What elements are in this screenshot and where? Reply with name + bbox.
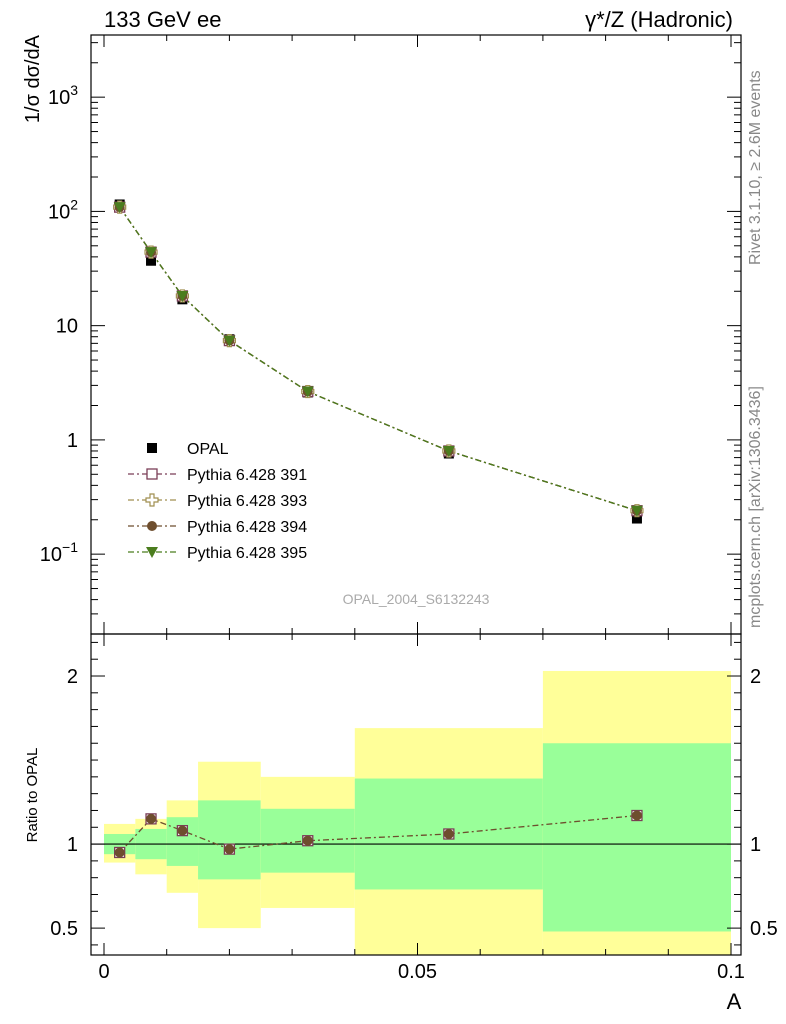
x-tick-label: 0 — [98, 961, 109, 983]
rivet-version-label: Rivet 3.1.10, ≥ 2.6M events — [747, 70, 764, 265]
chart-title-right: γ*/Z (Hadronic) — [585, 7, 733, 32]
ratio-band-green-2 — [166, 817, 199, 866]
main-series-line-2 — [119, 206, 638, 512]
main-point-s4-6 — [630, 505, 643, 517]
legend-label-0: OPAL — [187, 441, 229, 458]
ratio-y-tick-label-left: 2 — [67, 666, 78, 688]
main-point-s4-5 — [442, 445, 455, 457]
ratio-point-circle-3 — [224, 844, 235, 855]
main-y-tick-label: 102 — [48, 196, 78, 223]
ratio-point-circle-1 — [146, 813, 157, 824]
ratio-point-circle-6 — [631, 810, 642, 821]
mcplots-reference-label: mcplots.cern.ch [arXiv:1306.3436] — [747, 386, 764, 628]
main-y-tick-label: 103 — [48, 82, 78, 109]
ratio-panel: 0 0.05 0.10.5 0.51 12 2 — [50, 633, 778, 983]
ratio-y-tick-label-right: 2 — [750, 666, 761, 688]
legend-label-2: Pythia 6.428 393 — [187, 493, 307, 510]
legend-marker-2 — [145, 493, 159, 507]
ratio-band-green-3 — [198, 800, 261, 880]
x-tick-label: 0.1 — [717, 961, 745, 983]
chart-title-left: 133 GeV ee — [104, 7, 221, 32]
ratio-y-tick-label-left: 0.5 — [50, 918, 78, 940]
main-series-line-4 — [119, 206, 638, 512]
x-tick-label: 0.05 — [398, 961, 437, 983]
ratio-uncertainty-bands — [104, 670, 731, 955]
legend: OPAL Pythia 6.428 391 Pythia 6.428 393 Pyth… — [128, 441, 307, 562]
main-series-line-3 — [119, 206, 638, 512]
ratio-point-circle-2 — [177, 825, 188, 836]
main-point-s4-3 — [223, 335, 236, 347]
analysis-watermark: OPAL_2004_S6132243 — [343, 591, 490, 607]
ratio-y-tick-label-left: 1 — [67, 834, 78, 856]
ratio-y-tick-label-right: 0.5 — [750, 918, 778, 940]
main-point-s0-1 — [146, 255, 157, 266]
ratio-band-green-6 — [542, 743, 731, 932]
main-y-tick-label: 10−1 — [40, 539, 78, 566]
ratio-y-tick-label-right: 1 — [750, 834, 761, 856]
main-y-tick-label: 1 — [67, 430, 78, 452]
ratio-plot-frame — [90, 633, 742, 956]
ratio-point-circle-4 — [302, 835, 313, 846]
legend-marker-1 — [146, 468, 158, 480]
legend-marker-0 — [147, 443, 157, 453]
legend-marker-3 — [147, 521, 157, 531]
ratio-point-circle-0 — [114, 847, 125, 858]
main-panel: 1 10 102 103 10−1 — [40, 34, 742, 635]
legend-label-3: Pythia 6.428 394 — [187, 519, 307, 536]
main-point-s0-6 — [631, 513, 642, 524]
legend-label-1: Pythia 6.428 391 — [187, 467, 307, 484]
main-y-axis-title: 1/σ dσ/dA — [22, 34, 44, 123]
main-y-tick-label: 10 — [56, 316, 78, 338]
x-axis-title: A — [727, 989, 742, 1014]
legend-marker-4 — [146, 547, 158, 558]
ratio-y-axis-title: Ratio to OPAL — [24, 748, 41, 843]
main-point-s4-4 — [301, 386, 314, 398]
ratio-point-circle-5 — [443, 828, 454, 839]
main-point-s4-2 — [176, 290, 189, 302]
main-point-s4-0 — [113, 202, 126, 214]
main-point-s4-1 — [145, 247, 158, 259]
main-series-line-1 — [119, 206, 638, 512]
legend-label-4: Pythia 6.428 395 — [187, 545, 307, 562]
